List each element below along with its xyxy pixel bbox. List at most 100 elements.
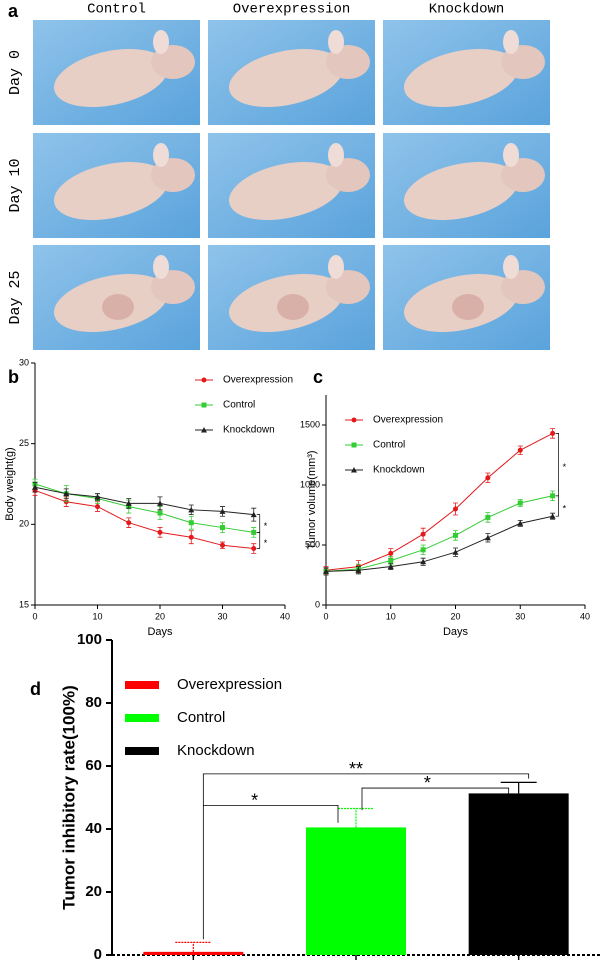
photo xyxy=(383,20,550,125)
annotation: * xyxy=(264,538,268,548)
row-label: Day 0 xyxy=(7,50,24,95)
column-header: Control xyxy=(87,2,146,18)
bar xyxy=(306,827,406,955)
panel-label: a xyxy=(8,1,19,21)
y-tick-label: 1500 xyxy=(300,419,320,429)
y-tick-label: 25 xyxy=(19,438,29,448)
bar xyxy=(143,951,244,955)
series-line xyxy=(325,432,553,571)
row-label: Day 10 xyxy=(7,158,24,212)
mouse-body xyxy=(53,48,169,108)
point xyxy=(250,511,257,518)
x-tick-label: 20 xyxy=(155,611,165,621)
bracket xyxy=(202,773,530,806)
point xyxy=(32,484,38,490)
photo xyxy=(33,245,200,350)
annotation: ** xyxy=(349,759,363,779)
legend-marker xyxy=(201,427,207,433)
point xyxy=(484,534,491,541)
bracket xyxy=(555,495,559,517)
point xyxy=(219,508,226,514)
y-tick-label: 30 xyxy=(19,357,29,367)
mouse-body xyxy=(403,48,519,108)
bracket xyxy=(202,804,339,940)
tumor xyxy=(452,294,484,320)
x-tick-label: 30 xyxy=(217,611,227,621)
column-header: Overexpression xyxy=(233,2,351,18)
mouse-body xyxy=(53,161,169,221)
photo-panel: a xyxy=(8,1,19,21)
x-tick-label: 40 xyxy=(280,611,290,621)
point xyxy=(126,520,132,526)
point xyxy=(453,532,458,538)
mouse-body xyxy=(403,161,519,221)
mouse-ear xyxy=(503,30,519,54)
point xyxy=(550,493,556,499)
legend-marker xyxy=(201,377,207,383)
y-tick-label: 60 xyxy=(85,757,102,774)
mouse-ear xyxy=(328,255,344,279)
annotation: * xyxy=(424,773,431,793)
error-bar xyxy=(500,781,537,794)
legend-label: Overexpression xyxy=(373,415,443,426)
tumor xyxy=(102,294,134,320)
photo xyxy=(383,245,550,350)
mouse-ear xyxy=(328,143,344,167)
y-tick-label: 500 xyxy=(305,539,320,549)
point xyxy=(188,506,195,513)
point xyxy=(420,531,426,537)
point xyxy=(388,558,394,564)
point xyxy=(220,542,225,548)
point xyxy=(388,550,394,556)
row-label: Day 25 xyxy=(7,270,24,324)
legend-marker xyxy=(351,442,357,448)
point xyxy=(452,549,459,555)
legend-marker xyxy=(201,402,207,408)
point xyxy=(517,447,523,453)
point xyxy=(549,513,556,519)
y-tick-label: 0 xyxy=(94,946,102,963)
point xyxy=(420,547,426,553)
legend-swatch xyxy=(125,714,159,722)
column-header: Knockdown xyxy=(429,2,505,18)
legend-label: Knockdown xyxy=(373,465,425,476)
point xyxy=(188,534,194,540)
panel-label: c xyxy=(313,367,323,387)
mouse-ear xyxy=(328,30,344,54)
legend-marker xyxy=(351,467,357,473)
point xyxy=(251,546,257,552)
error-bar xyxy=(175,941,212,952)
point xyxy=(355,567,362,573)
mouse-ear xyxy=(153,30,169,54)
point xyxy=(157,529,163,535)
x-tick-label: 10 xyxy=(386,611,396,621)
x-tick-label: 10 xyxy=(92,611,102,621)
mouse-ear xyxy=(153,143,169,167)
legend-swatch xyxy=(125,681,159,689)
point xyxy=(387,563,394,570)
legend-label: Knockdown xyxy=(223,425,275,436)
y-tick-label: 0 xyxy=(315,599,320,609)
y-tick-label: 20 xyxy=(85,883,102,900)
point xyxy=(485,514,491,520)
annotation: * xyxy=(563,462,567,472)
photo xyxy=(208,20,375,125)
y-axis-label: Body weight(g) xyxy=(4,447,16,520)
tumor xyxy=(277,294,309,320)
point xyxy=(157,510,163,516)
y-tick-label: 1000 xyxy=(300,479,320,489)
annotation: * xyxy=(264,521,268,531)
y-tick-label: 20 xyxy=(19,519,29,529)
point xyxy=(125,500,132,506)
panel-label: b xyxy=(8,367,19,387)
annotation: * xyxy=(251,790,258,810)
photo xyxy=(33,133,200,238)
photo xyxy=(383,133,550,238)
point xyxy=(95,504,100,510)
point xyxy=(188,520,194,526)
y-tick-label: 40 xyxy=(85,820,102,837)
legend-label: Control xyxy=(373,440,405,451)
x-tick-label: 30 xyxy=(515,611,525,621)
mouse-ear xyxy=(503,255,519,279)
